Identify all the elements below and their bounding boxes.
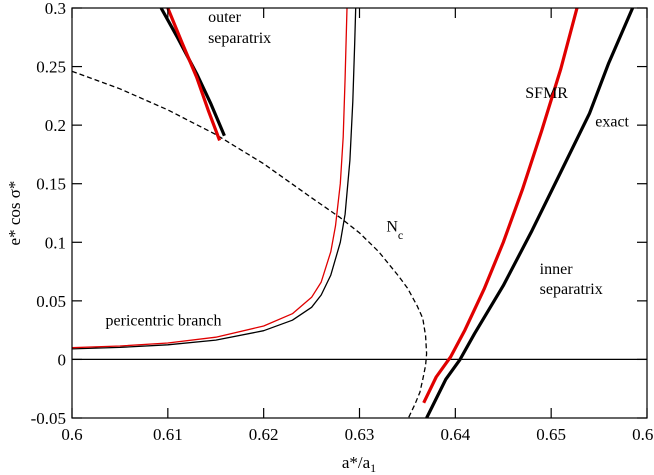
annotation-layer: outer separatrix SFMR exact N c inner separatri… [106,9,630,329]
series-nc [72,70,428,418]
x-tick-label: 0.63 [345,425,375,444]
series-inner-separatrix-exact [425,8,635,418]
annotation-exact: exact [595,113,629,130]
annotation-sfmr: SFMR [525,85,568,102]
y-tick-label: 0.1 [45,233,66,252]
y-tick-label: 0.2 [45,116,66,135]
annotation-n: N [386,219,398,236]
annotation-c: c [398,228,403,242]
x-tick-label: 0.65 [536,425,566,444]
series-pericentric-branch-sfmr [72,8,348,349]
annotation-outer: outer [208,9,242,26]
annotation-pericentric-branch: pericentric branch [106,312,222,329]
y-tick-label: 0.25 [36,58,66,77]
annotation-separatrix: separatrix [208,30,271,47]
y-tick-label: 0 [58,350,67,369]
x-tick-label: 0.62 [249,425,279,444]
series-inner-separatrix-sfmr [422,8,579,404]
y-tick-label: 0.05 [36,292,66,311]
x-tick-label: 0.64 [440,425,470,444]
y-axis-label: e* cos σ* [5,181,24,246]
x-tick-label: 0.6 [61,425,82,444]
y-tick-label: -0.05 [31,409,66,428]
y-tick-label: 0.3 [45,0,66,18]
x-tick-label: 0.61 [153,425,183,444]
x-axis-label-subscript: 1 [370,461,376,475]
series-outer-separatrix-sfmr [166,8,222,141]
y-tick-label: 0.15 [36,175,66,194]
annotation-separatrix: separatrix [540,281,603,298]
series-pericentric-branch-exact [72,8,357,350]
chart-series-layer [72,8,647,418]
x-tick-label: 0.66 [632,425,654,444]
x-axis-label: a*/a1 [342,453,376,475]
axis-ticks-layer: 0.6 0.61 0.62 0.63 0.64 0.65 0.66 -0.05 0 0.05 0.1… [31,0,654,444]
annotation-inner: inner [540,261,574,278]
